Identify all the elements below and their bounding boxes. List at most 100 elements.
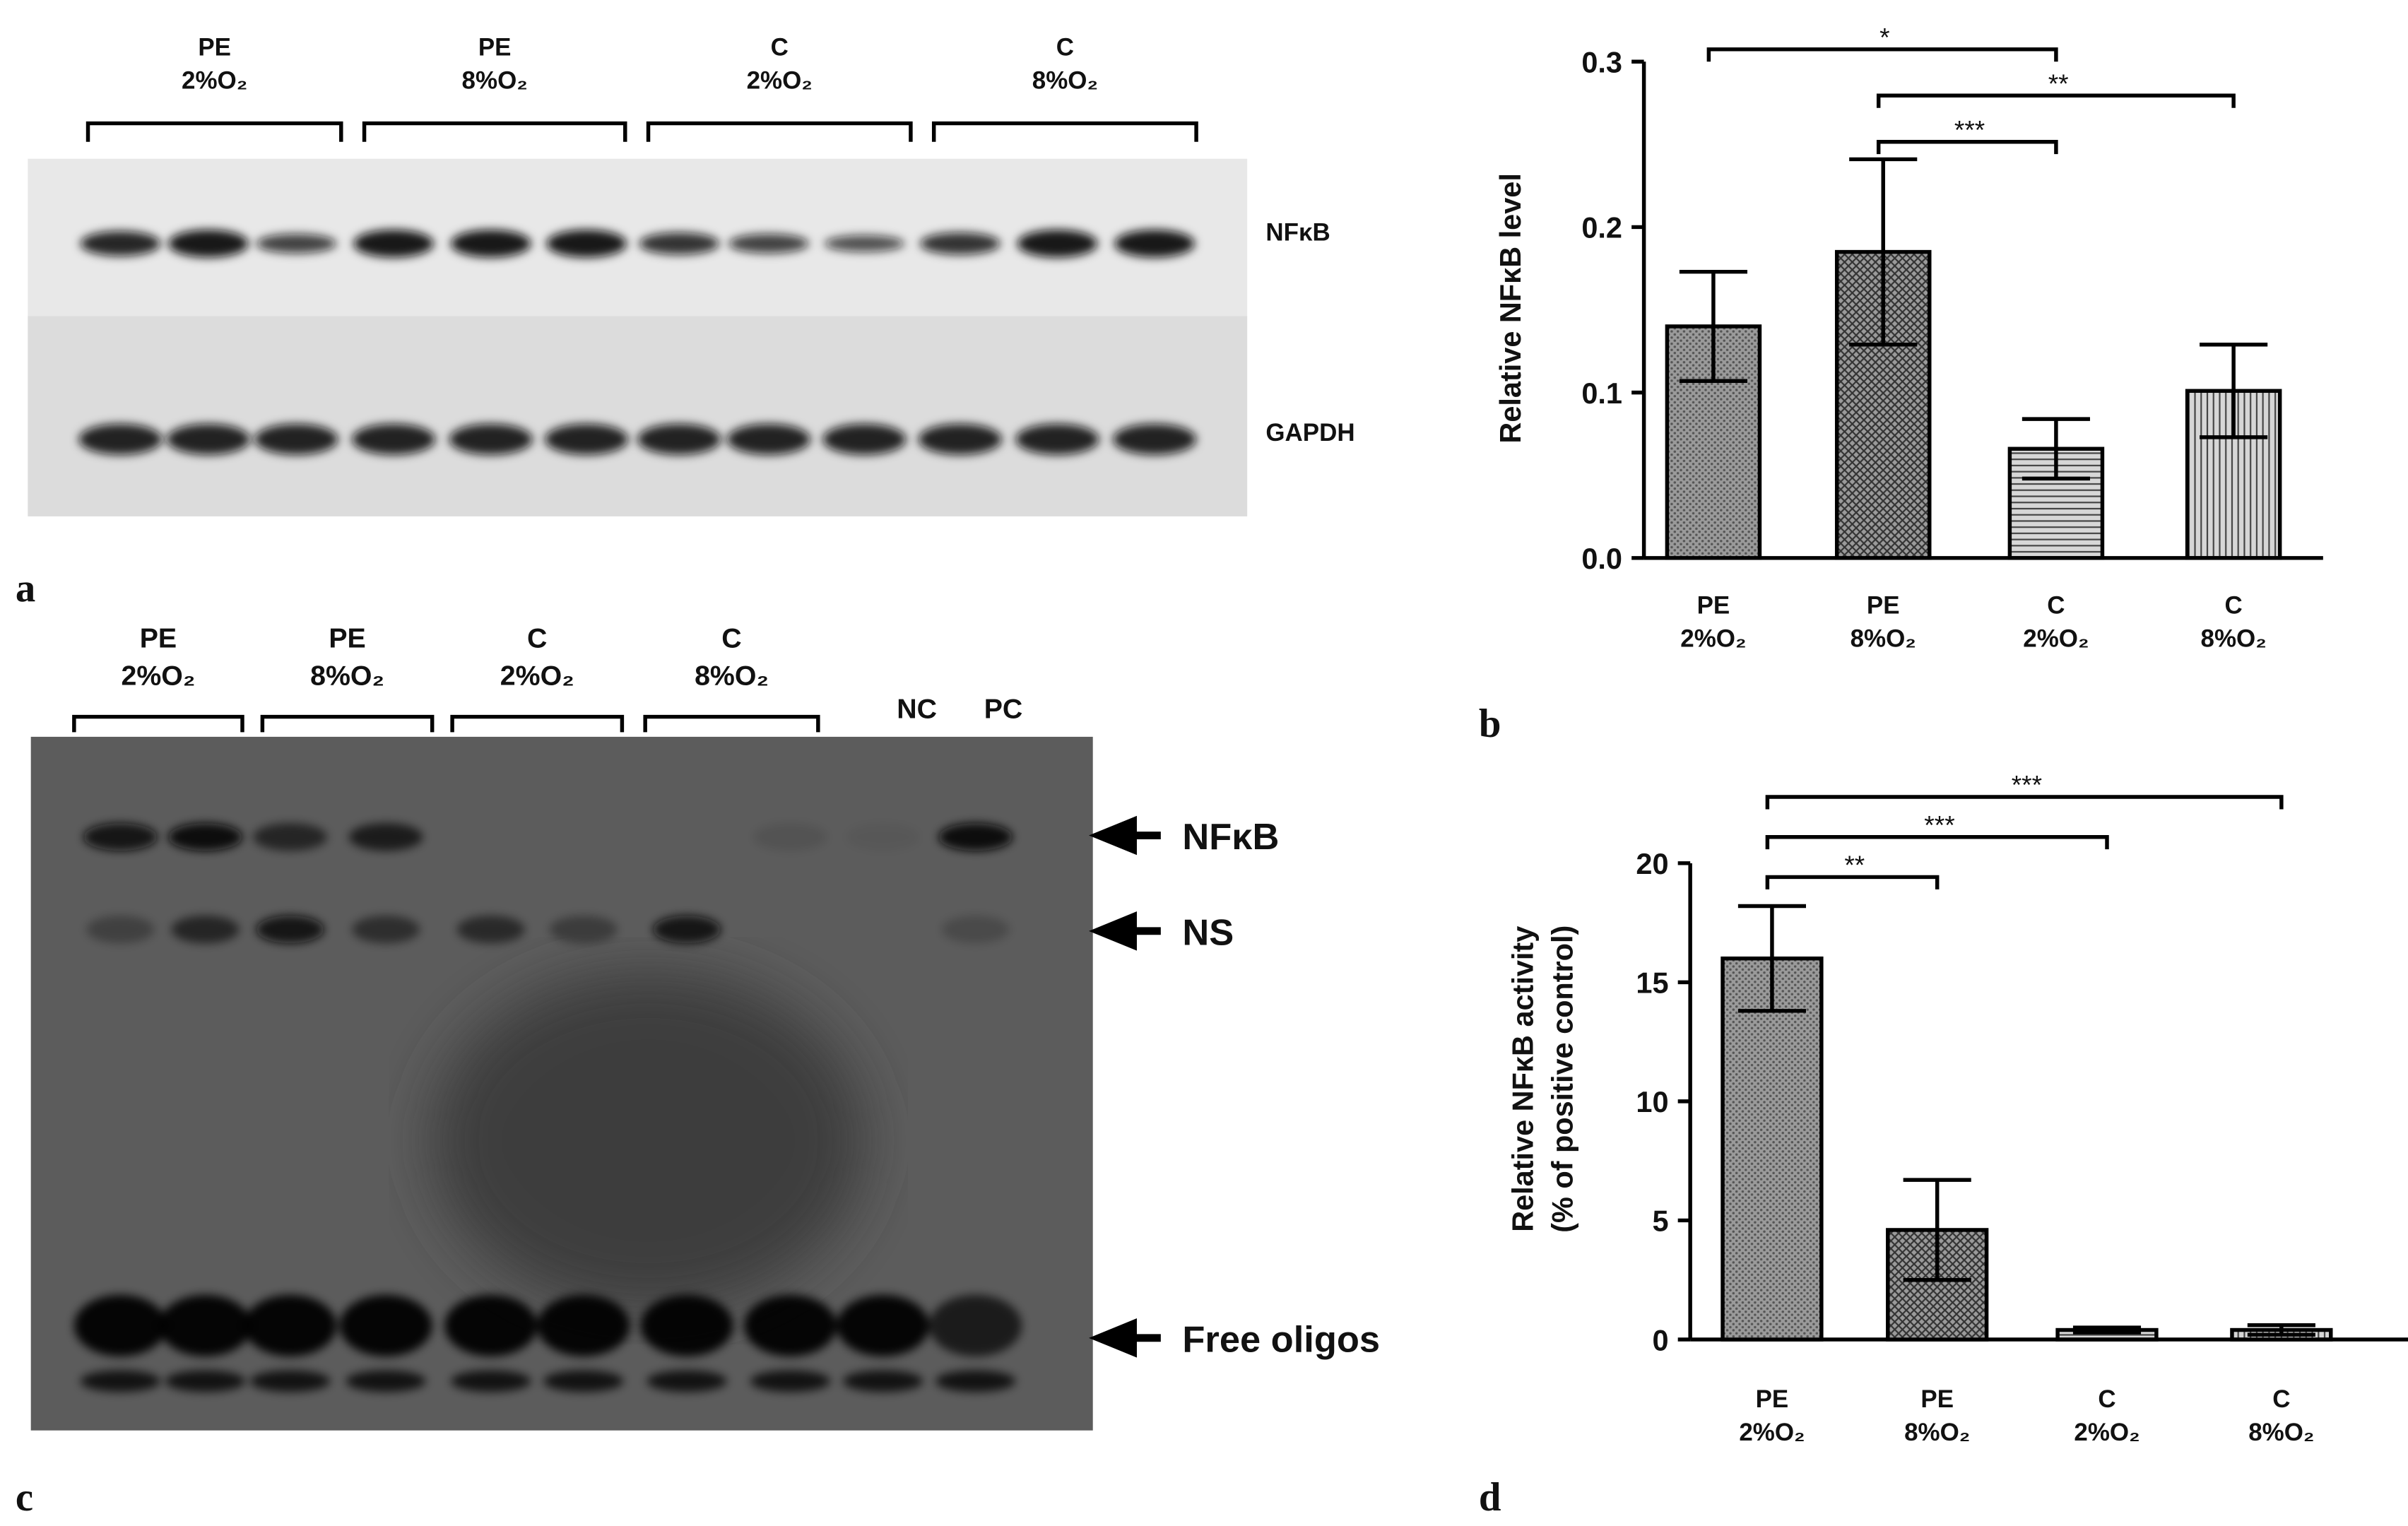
x-tick-label: C 2%O₂ [2074,1385,2140,1446]
significance-bracket [1765,795,2284,810]
group-label: C 2%O₂ [500,622,574,691]
band [449,424,533,455]
significance-bracket [1706,47,2058,62]
band [244,1294,337,1356]
bracket [260,714,435,733]
x-tick-label: C 8%O₂ [2201,591,2267,652]
x-tick-label: C 8%O₂ [2248,1385,2314,1446]
band [639,232,720,255]
band [80,1370,161,1392]
band [728,233,809,254]
band [339,1294,432,1356]
group-label: C 8%O₂ [1032,34,1098,95]
panel-letter: d [1479,1475,1501,1520]
row-label: GAPDH [1265,419,1354,446]
significance-label: *** [1954,114,1985,144]
x-tick-label: C 2%O₂ [2023,591,2089,652]
y-axis-label: Relative NFκB level [1494,173,1527,443]
band [653,916,721,944]
band [537,1294,630,1356]
band [348,823,423,851]
band [543,1370,624,1392]
panel-letter: b [1479,702,1501,746]
x-tick-label: PE 2%O₂ [1739,1385,1805,1446]
band [456,916,525,944]
significance-label: * [1879,22,1889,52]
band [1017,230,1098,258]
band [450,1370,531,1392]
arrow [1089,911,1161,951]
band [647,1370,727,1392]
y-tick-label: 0.0 [1581,542,1622,575]
error-bar [1679,269,1747,383]
y-axis-label: Relative NFκB activity (% of positive con… [1506,925,1578,1233]
band [86,916,155,944]
bracket [931,121,1198,142]
error-bar [1849,157,1918,347]
error-bar [2200,342,2268,439]
y-tick-label: 20 [1636,847,1668,880]
band [1015,424,1099,455]
band [1113,424,1197,455]
error-bar [2072,1325,2142,1335]
y-tick-label: 0.1 [1581,377,1622,410]
error-bar [2247,1323,2315,1337]
band [637,424,721,455]
band [168,823,242,851]
band [353,230,434,258]
band [743,1294,837,1356]
row-label: NFκB [1265,218,1330,246]
band [171,916,240,944]
y-tick-label: 0.2 [1581,211,1622,244]
band [159,1294,252,1356]
band [938,823,1013,851]
band [256,916,324,944]
blot-bands [78,230,1197,455]
x-tick-label: PE 8%O₂ [1904,1385,1970,1446]
band [822,424,907,455]
band [80,231,161,256]
y-tick-label: 0 [1652,1323,1668,1356]
arrow [1089,815,1161,856]
band [545,424,629,455]
bracket [646,121,913,142]
bracket [362,121,627,142]
band [254,424,338,455]
band [73,1294,167,1356]
band [83,823,158,851]
bracket [72,714,244,733]
error-bar [1903,1178,1971,1282]
x-tick-label: PE 8%O₂ [1851,591,1916,652]
arrow [1089,1318,1161,1358]
band [450,230,531,258]
bracket [643,714,820,733]
band [726,424,810,455]
band [935,1370,1016,1392]
significance-bracket [1876,139,2058,155]
band [640,1294,733,1356]
band [941,916,1010,944]
band [929,1294,1022,1356]
band [842,1370,923,1392]
band [444,1294,538,1356]
bracket [85,121,343,142]
group-label: C 8%O₂ [695,622,769,691]
significance-bracket [1765,835,2109,850]
group-label: PE 8%O₂ [462,34,528,95]
band [346,1370,426,1392]
significance-label: ** [2048,69,2069,98]
band [249,1370,331,1392]
bar [2007,446,2105,560]
band [253,823,328,851]
band [918,424,1002,455]
group-label: PE 8%O₂ [310,622,384,691]
significance-bracket [1876,93,2236,108]
significance-label: *** [2012,770,2042,800]
bracket [450,714,625,733]
x-tick-label: PE 2%O₂ [1680,591,1746,652]
band [1114,230,1195,258]
blot-smear [432,971,865,1311]
arrow-label: NFκB [1182,817,1279,858]
